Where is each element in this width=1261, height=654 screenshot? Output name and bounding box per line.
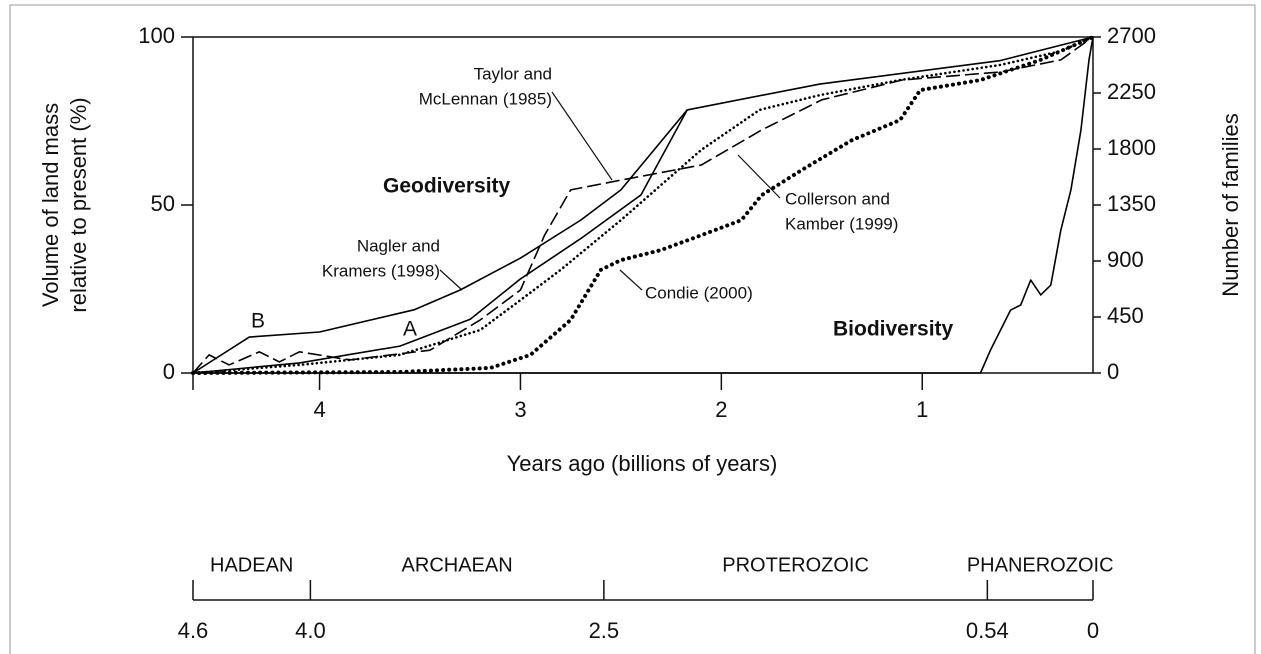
eon-boundary-label: 4.0 [295, 618, 326, 643]
y2-tick-label: 2250 [1107, 79, 1156, 104]
y-tick-label: 100 [138, 23, 175, 48]
eon-boundary-label: 0 [1087, 618, 1099, 643]
y2-tick-label: 0 [1107, 359, 1119, 384]
annotation: B [251, 310, 265, 333]
y-axis-label: Volume of land mass [38, 103, 63, 307]
leader-line [551, 91, 613, 181]
data-line [192, 36, 1094, 374]
annotation: Nagler and [357, 236, 440, 255]
y-tick-label: 0 [163, 359, 175, 384]
plot-frame [192, 36, 1094, 374]
eon-name: PROTEROZOIC [722, 554, 869, 576]
eon-name: HADEAN [210, 554, 293, 576]
eon-name: PHANEROZOIC [967, 554, 1114, 576]
annotation: Collerson and [785, 189, 890, 208]
y2-tick-label: 2700 [1107, 23, 1156, 48]
annotation: Kamber (1999) [785, 214, 898, 233]
data-line [192, 36, 1094, 374]
annotation: Biodiversity [833, 318, 954, 341]
eon-name: ARCHAEAN [402, 554, 513, 576]
y2-axis-label: Number of families [1218, 113, 1243, 296]
leader-line [737, 154, 781, 199]
eon-boundary-label: 4.6 [178, 618, 209, 643]
x-axis-label: Years ago (billions of years) [507, 451, 778, 476]
x-tick-label: 3 [514, 397, 526, 422]
frame [9, 4, 1256, 654]
data-line [191, 35, 1095, 375]
x-tick-label: 1 [916, 397, 928, 422]
x-tick-label: 2 [715, 397, 727, 422]
annotation: Taylor and [474, 64, 552, 83]
eon-boundary-label: 0.54 [966, 618, 1009, 643]
y2-tick-label: 1800 [1107, 135, 1156, 160]
y2-tick-label: 900 [1107, 247, 1144, 272]
annotation: Geodiversity [383, 175, 511, 198]
data-line [191, 35, 1095, 375]
y-axis-label: relative to present (%) [66, 97, 91, 312]
annotation: A [403, 318, 417, 341]
data-line [193, 36, 1094, 374]
y2-tick-label: 1350 [1107, 191, 1156, 216]
y2-tick-label: 450 [1107, 303, 1144, 328]
x-tick-label: 4 [313, 397, 325, 422]
leader-line [619, 269, 643, 291]
annotation: Kramers (1998) [322, 261, 440, 280]
eon-boundary-label: 2.5 [589, 618, 620, 643]
leader-line [439, 269, 463, 291]
data-line [192, 109, 688, 374]
y-tick-label: 50 [151, 191, 175, 216]
annotation: McLennan (1985) [419, 89, 552, 108]
annotation: Condie (2000) [645, 283, 753, 302]
